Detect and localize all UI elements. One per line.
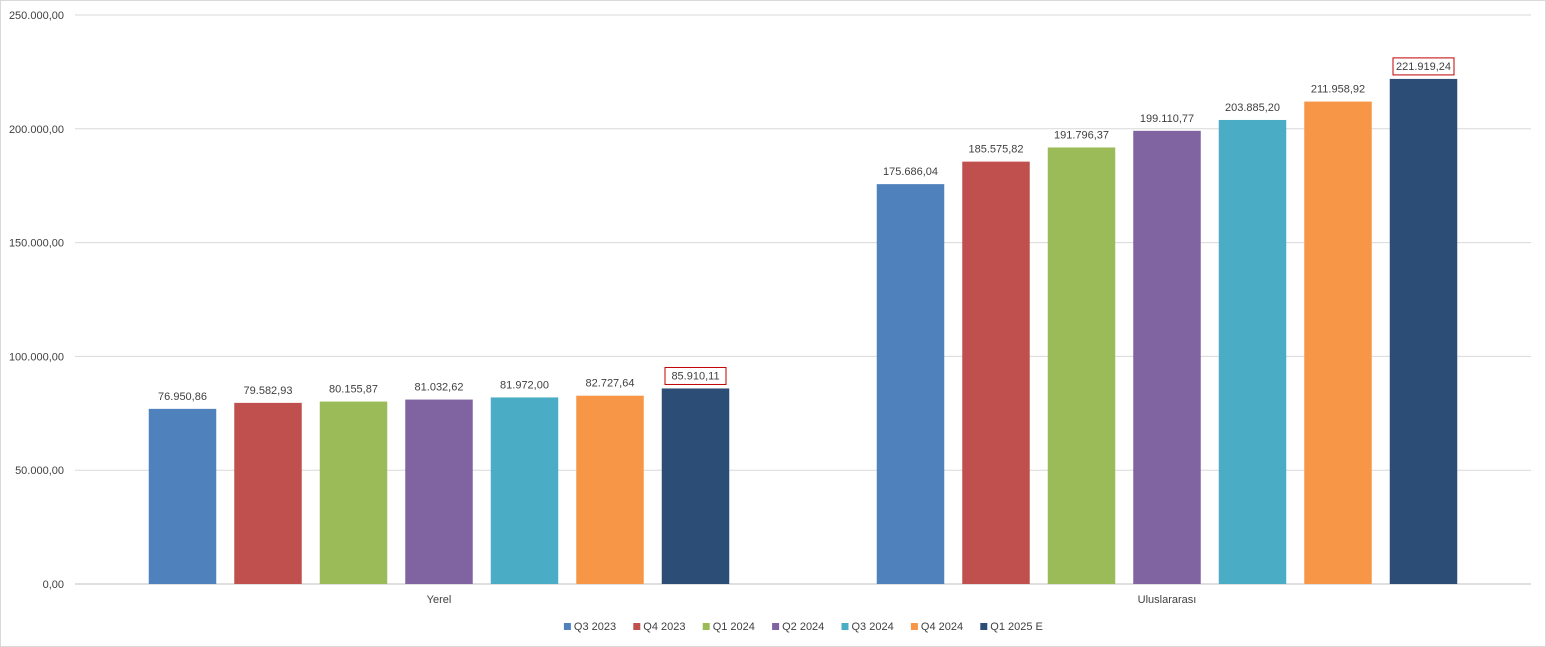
data-label: 80.155,87 (329, 384, 378, 396)
data-labels: 76.950,86 79.582,93 80.155,87 81.032,62 81.9… (158, 57, 1455, 403)
y-axis-ticks: 0,00 50.000,00 100.000,00 150.000,00 200.000… (9, 10, 64, 591)
data-label: 191.796,37 (1054, 129, 1109, 141)
category-labels: Yerel Uluslararası (427, 594, 1197, 606)
bar-q1-2024-yerel (319, 401, 388, 584)
legend-label: Q4 2023 (643, 621, 685, 633)
legend-swatch (633, 623, 641, 630)
bar-q1-2024-uluslararasi (1047, 147, 1116, 584)
bar-q4-2024-yerel (576, 395, 644, 584)
data-label: 185.575,82 (968, 144, 1023, 156)
legend-swatch (910, 623, 918, 630)
legend-label: Q4 2024 (921, 621, 963, 633)
y-tick-label: 250.000,00 (9, 10, 64, 22)
y-tick-label: 150.000,00 (9, 238, 64, 250)
bar-q3-2024-yerel (490, 397, 559, 584)
legend-label: Q3 2024 (852, 621, 894, 633)
category-label: Uluslararası (1138, 594, 1197, 606)
bar-q4-2023-uluslararasi (962, 161, 1030, 584)
bar-q1-2025-e-uluslararasi (1389, 78, 1458, 585)
bars (148, 78, 1458, 585)
data-label: 221.919,24 (1396, 61, 1451, 73)
category-label: Yerel (427, 594, 452, 606)
legend-label: Q1 2024 (713, 621, 755, 633)
data-label: 85.910,11 (671, 370, 719, 382)
legend-swatch (772, 623, 780, 630)
legend-item-q1-2025-e: Q1 2025 E (980, 621, 1043, 633)
legend-swatch (980, 623, 988, 630)
y-tick-label: 0,00 (43, 579, 64, 591)
data-label: 211.958,92 (1311, 84, 1365, 96)
legend-item-q4-2023: Q4 2023 (633, 621, 686, 633)
bar-q3-2023-uluslararasi (876, 184, 945, 584)
legend-item-q3-2024: Q3 2024 (841, 621, 894, 633)
bar-q1-2025-e-yerel (661, 388, 730, 584)
data-label: 81.032,62 (415, 382, 464, 394)
bar-q3-2023-yerel (148, 408, 217, 584)
legend-item-q3-2023: Q3 2023 (563, 621, 616, 633)
data-label: 81.972,00 (500, 379, 549, 391)
data-label: 203.885,20 (1225, 102, 1280, 114)
data-label: 199.110,77 (1140, 113, 1194, 125)
data-label: 76.950,86 (158, 391, 207, 403)
legend-item-q4-2024: Q4 2024 (910, 621, 963, 633)
gridlines (75, 14, 1531, 585)
legend-label: Q2 2024 (782, 621, 824, 633)
legend-swatch (702, 623, 710, 630)
y-tick-label: 50.000,00 (15, 465, 64, 477)
bar-q2-2024-uluslararasi (1133, 130, 1201, 584)
legend-swatch (841, 623, 849, 630)
legend-label: Q1 2025 E (990, 621, 1043, 633)
bar-q4-2024-uluslararasi (1304, 101, 1372, 585)
legend-swatch (563, 623, 571, 630)
highlight-label-box (1392, 57, 1455, 76)
bar-q4-2023-yerel (234, 402, 302, 584)
legend-label: Q3 2023 (574, 621, 616, 633)
legend-item-q2-2024: Q2 2024 (772, 621, 824, 633)
legend-item-q1-2024: Q1 2024 (702, 621, 755, 633)
bar-q3-2024-uluslararasi (1218, 119, 1287, 585)
highlight-label-box (664, 366, 727, 385)
y-tick-label: 200.000,00 (9, 124, 64, 136)
legend: Q3 2023 Q4 2023 Q1 2024 Q2 2024 Q3 2024 Q4 20… (563, 621, 1043, 633)
y-tick-label: 100.000,00 (9, 351, 64, 363)
data-label: 82.727,64 (586, 378, 635, 390)
data-label: 79.582,93 (244, 385, 293, 397)
bar-q2-2024-yerel (405, 399, 473, 584)
data-label: 175.686,04 (883, 166, 938, 178)
